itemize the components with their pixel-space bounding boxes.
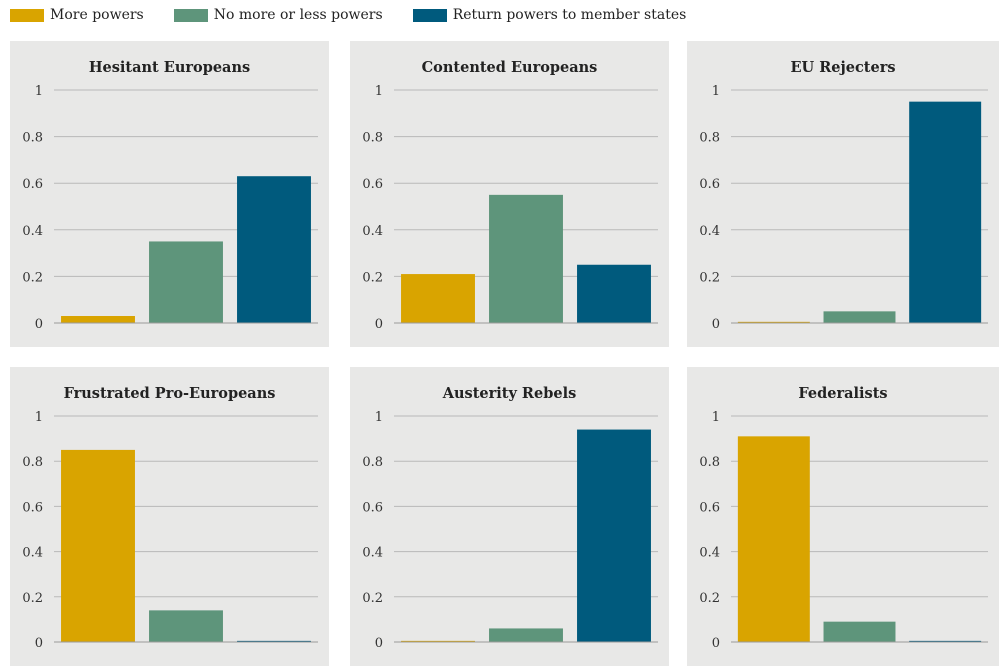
y-tick-label: 1 [35, 84, 43, 99]
chart-panel: Austerity Rebels 0 0.2 0.4 0.6 0.8 1 [350, 367, 669, 666]
chart-panel: Frustrated Pro-Europeans 0 0.2 0.4 0.6 0.8 1 [10, 367, 329, 666]
y-tick-label: 0.6 [699, 500, 720, 515]
chart-svg: Contented Europeans 0 0.2 0.4 0.6 0.8 1 [362, 59, 658, 332]
bar [61, 449, 135, 642]
legend-swatch [412, 8, 447, 22]
legend-swatch [173, 8, 208, 22]
y-tick-label: 0.2 [22, 270, 43, 285]
y-tick-label: 0 [35, 636, 43, 651]
y-tick-label: 0.4 [22, 224, 43, 239]
legend-label: No more or less powers [213, 7, 383, 23]
chart-svg: EU Rejecters 0 0.2 0.4 0.6 0.8 1 [699, 59, 988, 332]
y-tick-label: 0 [375, 636, 383, 651]
y-tick-label: 0.2 [362, 591, 383, 606]
bar [149, 241, 223, 323]
y-tick-label: 0 [712, 636, 720, 651]
y-tick-label: 0.4 [362, 546, 383, 561]
y-tick-label: 0.2 [22, 591, 43, 606]
y-tick-label: 0.4 [22, 546, 43, 561]
bar [577, 264, 651, 323]
y-tick-label: 0 [712, 317, 720, 332]
bar [61, 316, 135, 323]
y-tick-label: 0.8 [362, 131, 383, 146]
y-tick-label: 0.8 [22, 131, 43, 146]
y-tick-label: 1 [712, 84, 720, 99]
legend-label: More powers [50, 7, 144, 23]
y-tick-label: 1 [35, 410, 43, 425]
y-tick-label: 0.6 [362, 177, 383, 192]
y-tick-label: 0.2 [699, 591, 720, 606]
y-tick-label: 0.2 [362, 270, 383, 285]
chart-svg: Austerity Rebels 0 0.2 0.4 0.6 0.8 1 [362, 385, 658, 651]
legend-swatch [10, 8, 44, 22]
bar [823, 311, 896, 323]
bar [237, 176, 311, 323]
chart-legend: More powers No more or less powers Retur… [10, 4, 716, 26]
y-tick-label: 0 [375, 317, 383, 332]
y-tick-label: 0.4 [699, 546, 720, 561]
chart-title: Frustrated Pro-Europeans [64, 385, 276, 402]
y-tick-label: 1 [712, 410, 720, 425]
legend-label: Return powers to member states [452, 7, 687, 23]
y-tick-label: 0.4 [362, 224, 383, 239]
bar [489, 628, 563, 642]
bar [237, 640, 311, 642]
y-tick-label: 0.6 [22, 500, 43, 515]
y-tick-label: 0.8 [699, 455, 720, 470]
legend-item-return-powers: Return powers to member states [412, 7, 687, 23]
y-tick-label: 0.4 [699, 224, 720, 239]
bar [401, 274, 475, 323]
y-tick-label: 0.6 [699, 177, 720, 192]
bar [909, 101, 982, 324]
bar [737, 321, 810, 323]
chart-svg: Frustrated Pro-Europeans 0 0.2 0.4 0.6 0.8 1 [22, 385, 318, 651]
y-tick-label: 0.8 [699, 131, 720, 146]
chart-panel: Contented Europeans 0 0.2 0.4 0.6 0.8 1 [350, 41, 669, 347]
bar [737, 436, 810, 642]
bar [909, 640, 982, 642]
chart-svg: Hesitant Europeans 0 0.2 0.4 0.6 0.8 1 [22, 59, 318, 332]
bar [823, 621, 896, 642]
y-tick-label: 0.8 [362, 455, 383, 470]
y-tick-label: 1 [375, 84, 383, 99]
y-tick-label: 0.6 [22, 177, 43, 192]
chart-title: Contented Europeans [422, 59, 598, 76]
y-tick-label: 0.6 [362, 500, 383, 515]
chart-title: Federalists [798, 385, 887, 402]
y-tick-label: 0 [35, 317, 43, 332]
chart-panel: Federalists 0 0.2 0.4 0.6 0.8 1 [687, 367, 999, 666]
legend-item-more-powers: More powers [10, 7, 144, 23]
chart-title: Austerity Rebels [442, 385, 577, 402]
y-tick-label: 0.2 [699, 270, 720, 285]
bar [149, 610, 223, 642]
chart-panel: EU Rejecters 0 0.2 0.4 0.6 0.8 1 [687, 41, 999, 347]
chart-title: Hesitant Europeans [89, 59, 250, 76]
y-tick-label: 1 [375, 410, 383, 425]
bar [489, 194, 563, 323]
chart-panel: Hesitant Europeans 0 0.2 0.4 0.6 0.8 1 [10, 41, 329, 347]
chart-svg: Federalists 0 0.2 0.4 0.6 0.8 1 [699, 385, 988, 651]
y-tick-label: 0.8 [22, 455, 43, 470]
chart-title: EU Rejecters [790, 59, 895, 76]
legend-item-no-more-or-less: No more or less powers [173, 7, 383, 23]
bar [577, 429, 651, 642]
bar [401, 640, 475, 642]
